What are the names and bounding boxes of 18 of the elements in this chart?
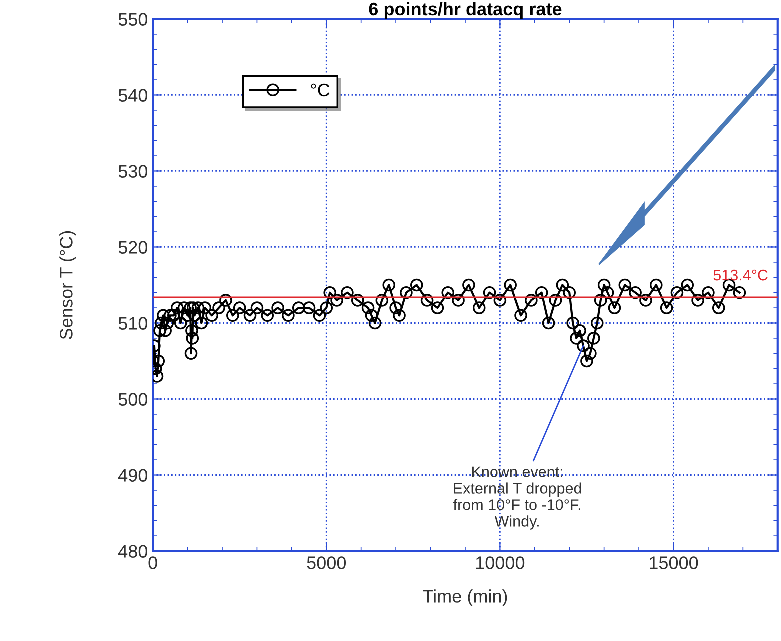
- x-tick-label: 10000: [476, 556, 525, 570]
- x-tick-label: 0: [148, 556, 158, 570]
- y-tick-label: 480: [118, 545, 148, 558]
- legend-label: °C: [311, 84, 330, 97]
- y-axis-title: Sensor T (°C): [60, 231, 76, 340]
- y-tick-label: 550: [118, 13, 148, 26]
- y-tick-label: 510: [118, 317, 148, 330]
- annotation: Known event: External T dropped from 10°F to -10°F. Windy.: [454, 466, 582, 530]
- y-tick-label: 530: [118, 165, 148, 178]
- x-tick-label: 15000: [650, 556, 698, 570]
- chart-title: 6 points/hr datacq rate: [369, 2, 562, 20]
- x-tick-label: 5000: [307, 556, 346, 570]
- y-tick-label: 490: [118, 469, 148, 482]
- y-tick-label: 500: [118, 393, 148, 406]
- y-tick-label: 520: [118, 241, 148, 254]
- x-axis-title: Time (min): [423, 590, 508, 606]
- ref-line-label: 513.4°C: [714, 270, 768, 281]
- y-tick-label: 540: [118, 89, 148, 102]
